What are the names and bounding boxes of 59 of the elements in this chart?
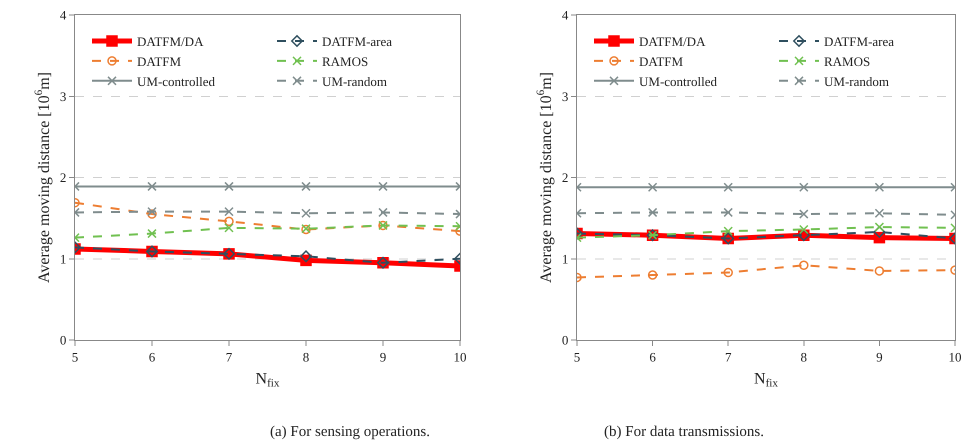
y-tick-label: 0	[562, 332, 568, 348]
point	[300, 250, 312, 262]
legend-label: DATFM-area	[322, 34, 392, 50]
point	[301, 182, 311, 192]
y-tick-label: 3	[562, 88, 568, 104]
point	[224, 216, 234, 226]
point	[147, 206, 157, 216]
legend-label: RAMOS	[824, 54, 870, 69]
x-tick-label: 6	[148, 350, 156, 365]
legend-label: UM-controlled	[639, 74, 718, 89]
point	[224, 206, 234, 216]
text: (a) For sensing operations.	[270, 424, 430, 440]
x-tick-label: 8	[800, 350, 808, 365]
point	[147, 182, 157, 192]
point	[378, 208, 388, 218]
legend-label: RAMOS	[322, 54, 368, 69]
x-tick-label: 9	[380, 350, 386, 365]
x-tick-label: 10	[454, 350, 466, 365]
point	[799, 224, 809, 234]
x-axis-title: N$_{fix}$	[754, 370, 778, 390]
x-tick-label: 5	[72, 350, 78, 365]
x-tick-label: 7	[226, 350, 233, 365]
y-tick-label: 2	[562, 170, 568, 186]
y-tick-label: 1	[60, 251, 66, 266]
point	[723, 208, 733, 218]
legend-label: DATFM-area	[824, 34, 894, 50]
point	[799, 182, 809, 192]
legend-label: UM-controlled	[137, 74, 216, 89]
point	[723, 268, 733, 278]
legend-label: DATFM	[137, 54, 182, 69]
x-tick-label: 8	[302, 350, 310, 365]
x-tick-label: 6	[649, 350, 656, 365]
legend-label: UM-random	[824, 74, 889, 89]
point	[799, 209, 809, 219]
point	[224, 182, 234, 192]
x-tick-label: 7	[724, 350, 732, 365]
point	[799, 260, 809, 270]
point	[723, 182, 733, 192]
legend-label: DATFM	[639, 54, 684, 69]
y-tick-label: 3	[60, 88, 66, 104]
legend-label: UM-random	[322, 74, 387, 89]
y-tick-label: 1	[562, 251, 568, 266]
point	[147, 228, 157, 238]
x-tick-label: 9	[876, 350, 883, 365]
point	[378, 182, 388, 192]
point	[224, 223, 234, 233]
text: (b) For data transmissions.	[604, 424, 764, 440]
y-tick-label: 4	[562, 8, 569, 23]
point	[301, 208, 311, 218]
y-tick-label: 4	[60, 8, 67, 23]
point	[723, 226, 733, 236]
x-tick-label: 5	[574, 350, 580, 365]
legend-label: DATFM/DA	[137, 34, 204, 50]
x-tick-label: 10	[948, 350, 962, 365]
legend-label: DATFM/DA	[639, 34, 706, 50]
point	[147, 209, 157, 219]
y-tick-label: 0	[60, 332, 66, 348]
y-tick-label: 2	[60, 170, 66, 186]
x-axis-title: N$_{fix}$	[256, 370, 280, 390]
